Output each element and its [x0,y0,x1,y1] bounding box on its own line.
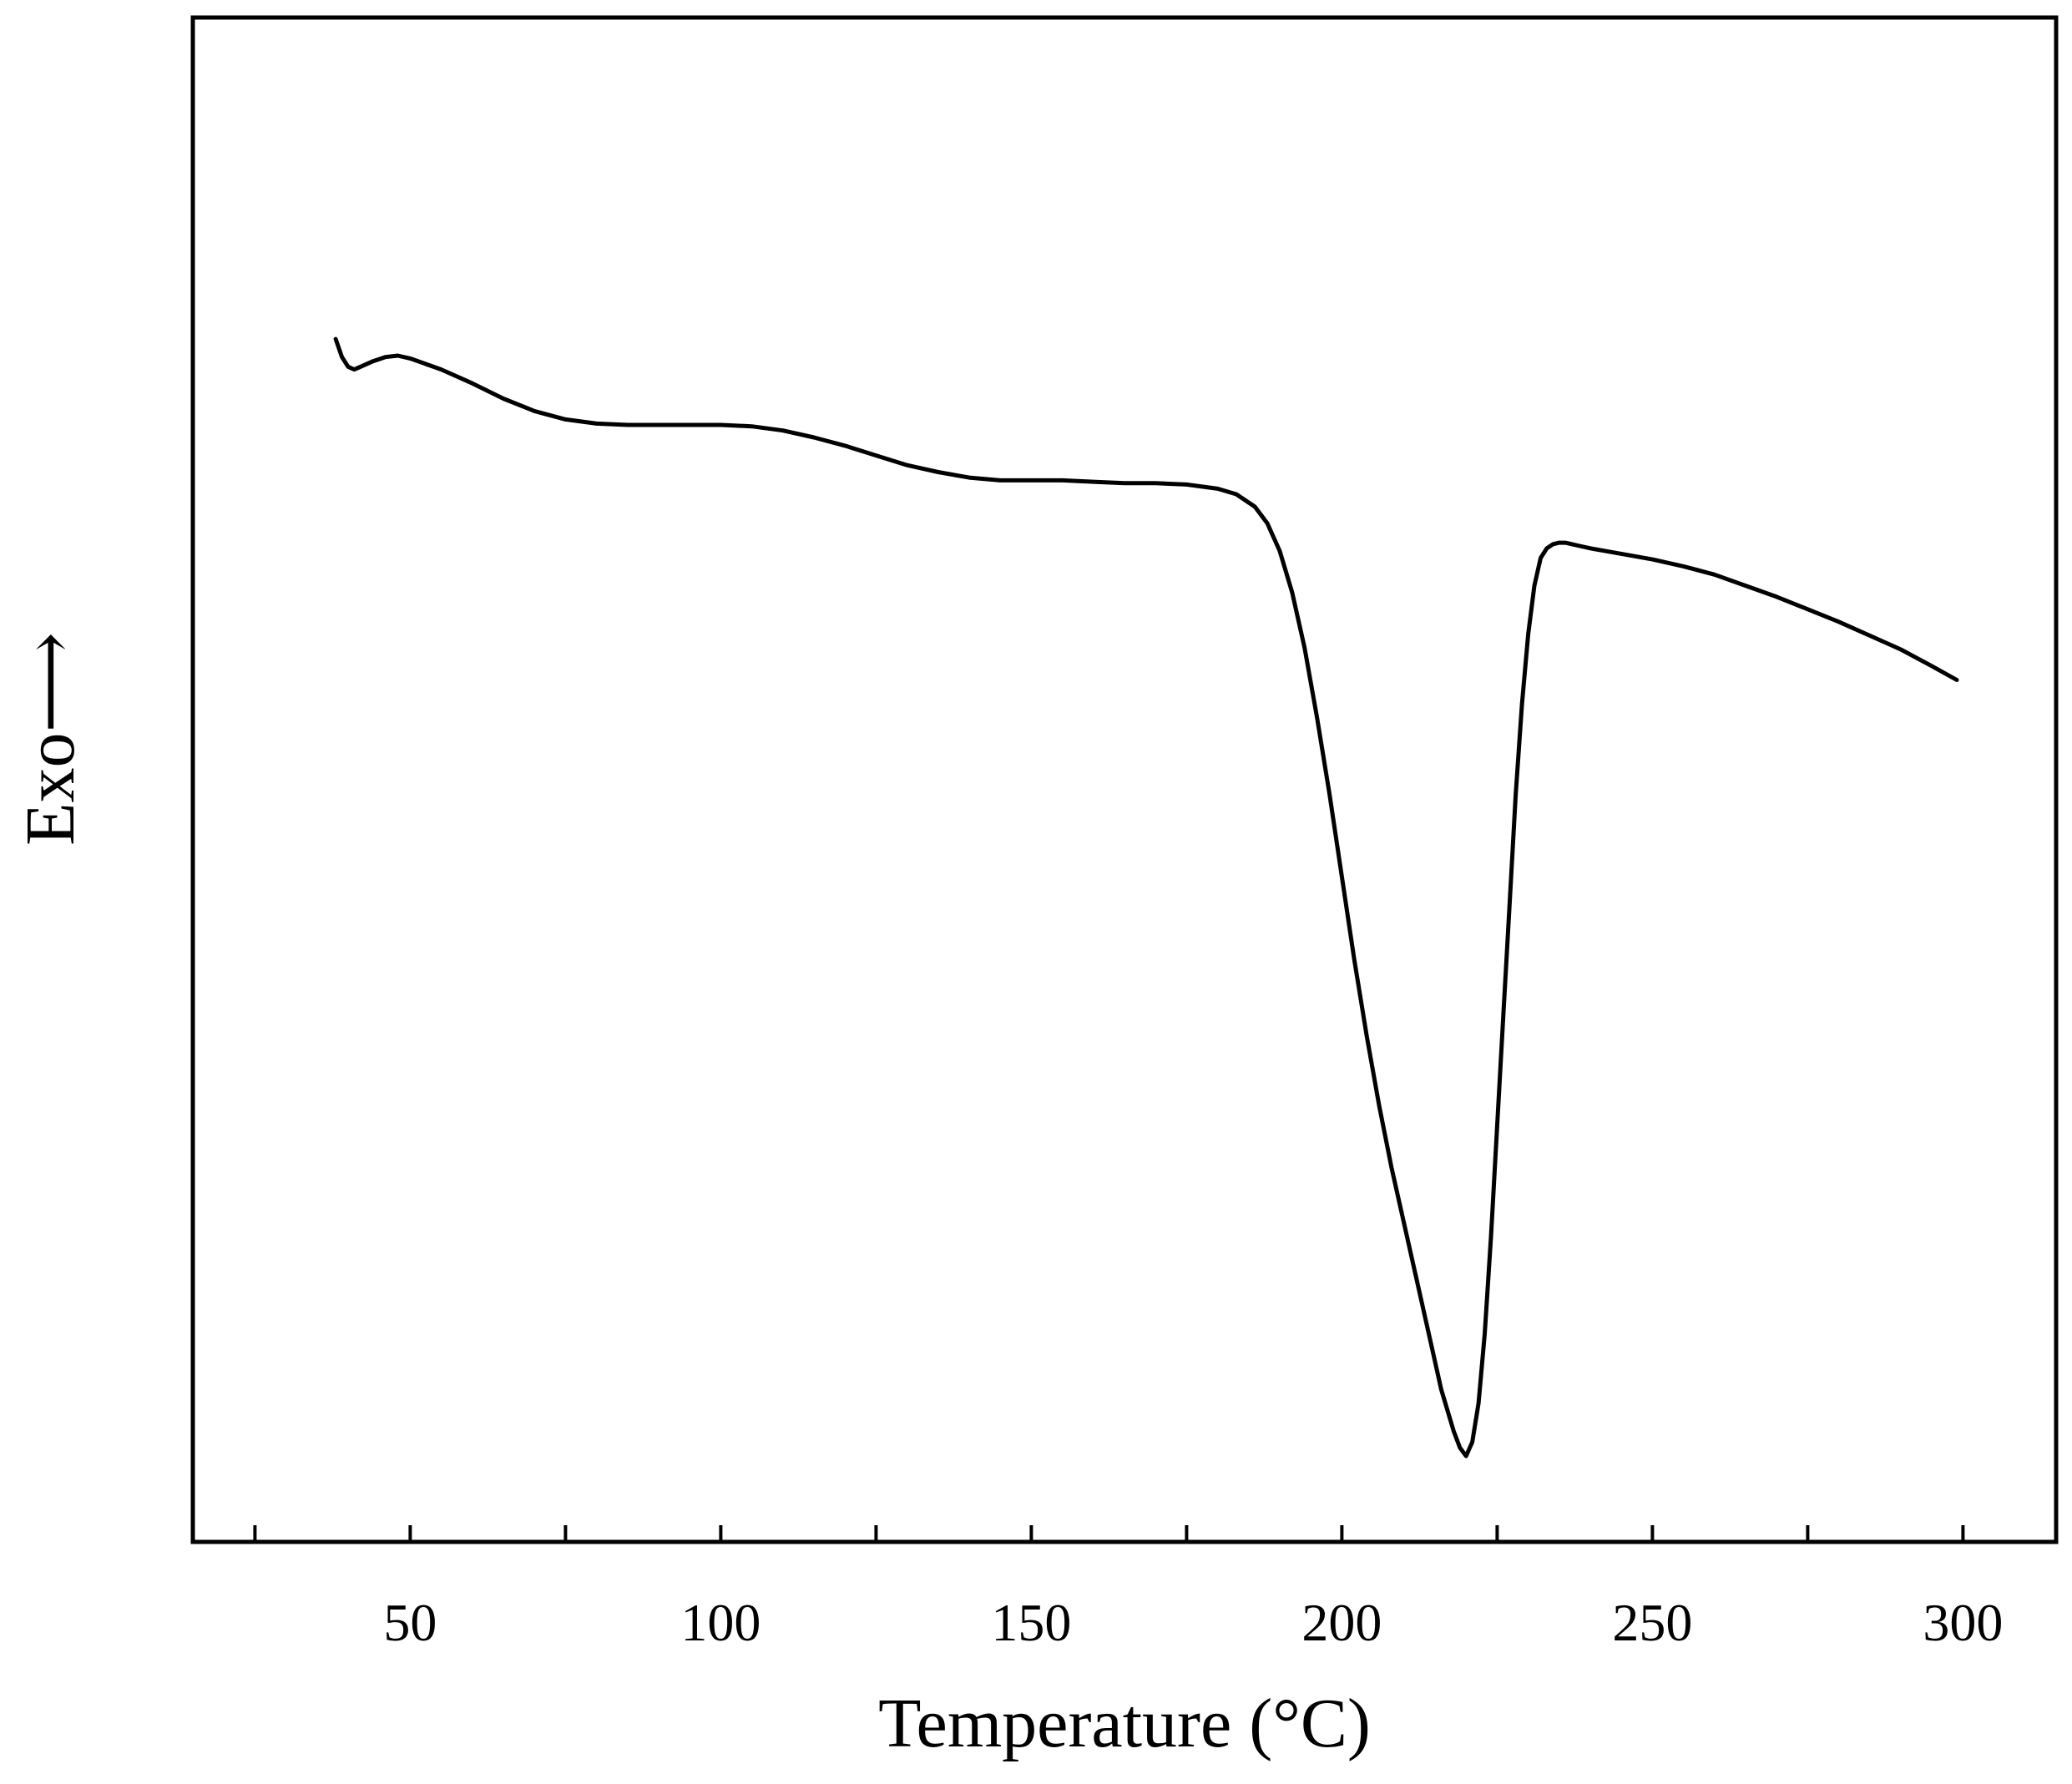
x-tick-label: 50 [383,1593,437,1652]
x-axis-ticks [253,1525,1965,1542]
x-tick-label: 200 [1301,1593,1382,1652]
x-tick-label: 250 [1612,1593,1692,1652]
plot-frame [190,15,2059,1544]
x-axis-title: Temperature (°C) [878,1685,1371,1762]
dsc-curve-line [333,336,1959,1458]
x-tick-label: 150 [991,1593,1071,1652]
x-tick-label: 100 [680,1593,761,1652]
x-tick-label: 300 [1923,1593,2003,1652]
x-axis-tick-labels: 50 100 150 200 250 300 [383,1593,2003,1652]
y-axis-title: Exo⟶ [12,632,89,846]
